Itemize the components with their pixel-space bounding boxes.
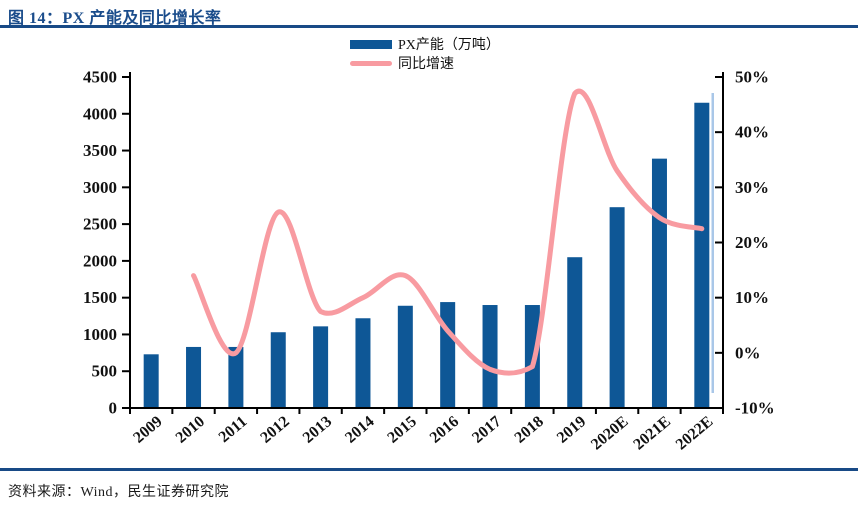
figure-title: 图 14：PX 产能及同比增长率 [8,10,222,27]
left-tick-label: 1500 [83,288,117,307]
bar-series-swatch [350,39,392,49]
bar-2010 [186,346,202,408]
bar-2012 [270,332,286,408]
bar-2018 [524,305,540,408]
left-tick-label: 2500 [83,215,117,234]
bar-2009 [143,354,159,408]
chart-area: 0 500 1000 1500 2000 2500 3000 3500 4000 4500 -10%… [0,25,858,468]
x-label-2015: 2015 [384,413,419,447]
source-note: 资料来源：Wind，民生证券研究院 [8,485,230,500]
legend-item-capacity: PX产能（万吨） [350,36,500,53]
line-series-swatch [350,60,392,66]
bar-2022E [694,102,710,408]
x-label-2010: 2010 [173,413,208,447]
bar-2016 [440,302,456,408]
x-label-2009: 2009 [130,413,165,447]
bar-2017 [482,305,498,408]
x-label-2013: 2013 [300,413,335,447]
x-label-2020E: 2020E [588,413,632,453]
left-tick-label: 1000 [83,325,117,344]
left-tick-label: 500 [92,362,118,381]
x-label-2016: 2016 [427,413,462,447]
x-label-2017: 2017 [469,413,504,447]
title-divider [0,25,858,28]
bar-edge-highlight [711,93,714,393]
left-tick-label: 2000 [83,251,117,270]
right-tick-label: 50% [735,68,769,87]
left-tick-label: 4000 [83,104,117,123]
x-label-2019: 2019 [554,413,589,447]
chart-legend: PX产能（万吨） 同比增速 [350,36,500,72]
left-tick-label: 3500 [83,141,117,160]
bottom-divider [0,468,858,471]
x-label-2021E: 2021E [630,413,674,453]
left-tick-label: 3000 [83,178,117,197]
right-tick-label: 30% [735,178,769,197]
bar-2014 [355,318,371,408]
left-tick-label: 0 [109,399,118,418]
right-tick-label: 10% [735,288,769,307]
bar-2015 [397,305,413,408]
right-tick-label: 0% [735,343,761,362]
legend-label: 同比增速 [398,57,454,72]
bar-2020E [609,207,625,408]
x-label-2014: 2014 [342,413,377,447]
x-label-2011: 2011 [216,413,251,446]
bar-2013 [313,326,329,408]
growth-line [191,88,705,376]
x-label-2012: 2012 [257,413,292,447]
legend-label: PX产能（万吨） [398,38,500,53]
x-label-2022E: 2022E [673,413,717,453]
bar-2019 [567,257,583,408]
x-label-2018: 2018 [512,413,547,447]
bar-2011 [228,346,244,408]
bar-2021E [651,158,667,408]
right-tick-label: 20% [735,233,769,252]
right-tick-label: -10% [735,399,775,418]
right-tick-label: 40% [735,123,769,142]
combo-chart: 0 500 1000 1500 2000 2500 3000 3500 4000 4500 -10%… [83,68,775,454]
legend-item-growth: 同比增速 [350,55,500,72]
left-tick-label: 4500 [83,68,117,87]
